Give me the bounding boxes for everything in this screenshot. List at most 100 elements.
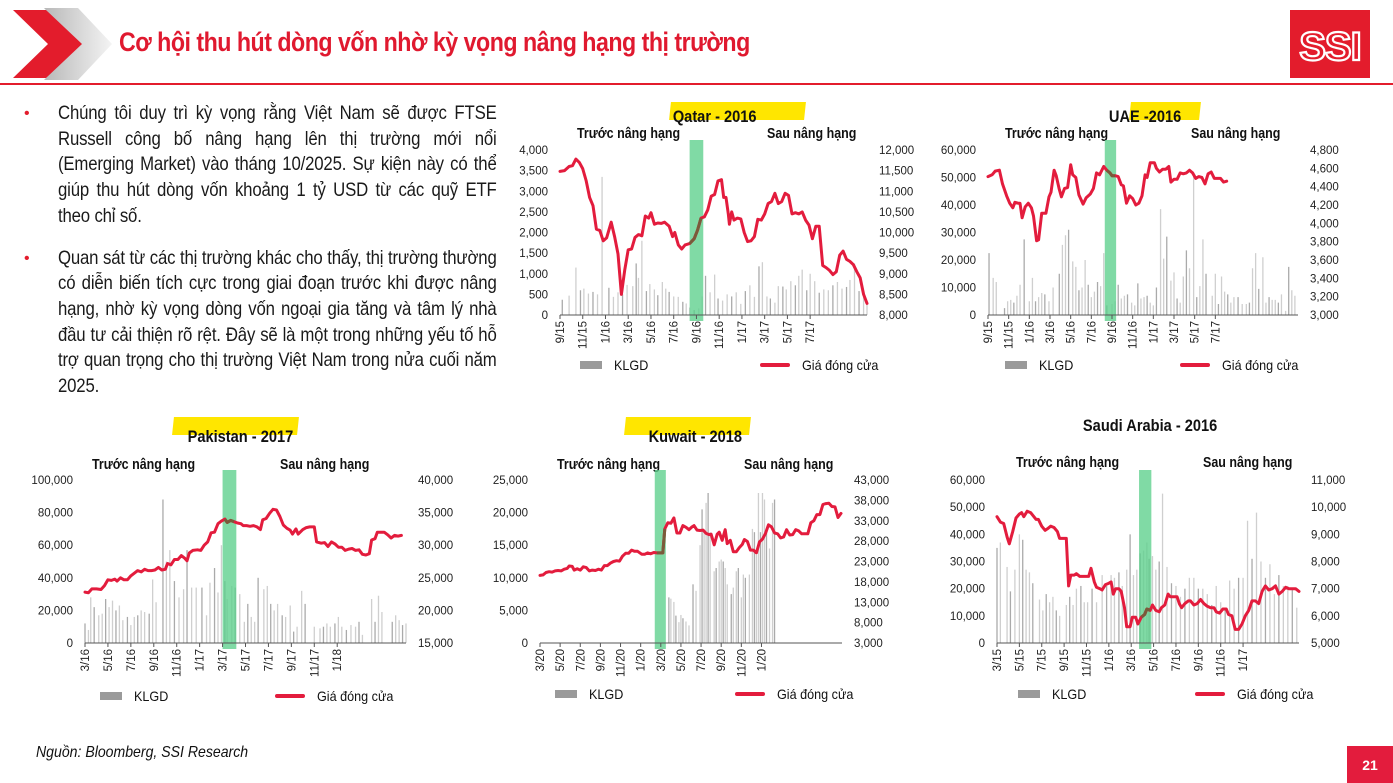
y-right-tick-label: 43,000 — [854, 475, 889, 487]
y-right-tick-label: 4,600 — [1310, 163, 1339, 175]
legend-price: Giá đóng cửa — [735, 686, 862, 702]
legend-price-label: Giá đóng cửa — [1222, 357, 1299, 373]
x-tick-label: 7/20 — [696, 649, 708, 671]
y-right-tick-label: 35,000 — [418, 508, 453, 520]
x-tick-label: 3/17 — [218, 649, 230, 671]
y-left-tick-label: 20,000 — [950, 584, 985, 596]
legend-price: Giá đóng cửa — [1180, 357, 1307, 373]
y-left-tick-label: 5,000 — [499, 605, 528, 617]
upgrade-window-band — [222, 470, 237, 649]
x-tick-label: 3/20 — [535, 649, 547, 671]
volume-swatch-icon — [1018, 690, 1040, 698]
price-line — [558, 157, 869, 305]
y-right-tick-label: 4,000 — [1310, 218, 1339, 230]
y-right-tick-label: 8,000 — [1311, 557, 1340, 569]
legend-volume-label: KLGD — [589, 686, 624, 702]
x-tick-label: 5/20 — [555, 649, 567, 671]
x-tick-label: 1/16 — [1024, 321, 1036, 343]
y-left-tick-label: 50,000 — [950, 502, 985, 514]
x-tick-label: 5/16 — [103, 649, 115, 671]
price-line-in-band — [1140, 607, 1151, 619]
y-right-tick-label: 9,500 — [879, 248, 908, 260]
x-tick-label: 5/20 — [676, 649, 688, 671]
price-line — [538, 501, 843, 577]
y-right-tick-label: 8,500 — [879, 289, 908, 301]
x-tick-label: 3/20 — [656, 649, 668, 671]
y-right-tick-label: 10,000 — [1311, 502, 1346, 514]
y-left-tick-label: 10,000 — [493, 573, 528, 585]
y-right-tick-label: 7,000 — [1311, 584, 1340, 596]
price-swatch-icon — [275, 694, 305, 698]
price-line-in-band — [656, 528, 667, 555]
x-tick-label: 11/16 — [1128, 321, 1140, 349]
legend-price-label: Giá đóng cửa — [1237, 686, 1314, 702]
y-left-tick-label: 40,000 — [941, 200, 976, 212]
y-left-tick-label: 0 — [67, 638, 73, 650]
volume-swatch-icon — [580, 361, 602, 369]
x-tick-label: 7/17 — [1210, 321, 1222, 343]
y-left-tick-label: 30,000 — [950, 557, 985, 569]
x-tick-label: 11/15 — [1004, 321, 1016, 349]
chart-title-text: Pakistan - 2017 — [187, 427, 293, 446]
price-line-in-band — [688, 217, 703, 245]
legend-price: Giá đóng cửa — [760, 357, 887, 373]
y-left-tick-label: 4,000 — [519, 145, 548, 157]
y-right-tick-label: 11,500 — [879, 166, 913, 178]
y-right-tick-label: 30,000 — [418, 540, 453, 552]
y-right-tick-label: 9,000 — [1311, 529, 1340, 541]
bullet-item: • Chúng tôi duy trì kỳ vọng rằng Việt Na… — [22, 101, 497, 230]
y-left-tick-label: 1,000 — [519, 269, 548, 281]
price-swatch-icon — [1195, 692, 1225, 696]
legend-volume-label: KLGD — [1052, 686, 1087, 702]
y-left-tick-label: 60,000 — [941, 145, 976, 157]
y-right-tick-label: 4,400 — [1310, 182, 1339, 194]
y-right-tick-label: 3,000 — [1310, 310, 1339, 322]
y-left-tick-label: 0 — [522, 638, 528, 650]
y-left-tick-label: 50,000 — [941, 173, 976, 185]
y-left-tick-label: 3,000 — [519, 186, 548, 198]
x-tick-label: 11/17 — [309, 649, 321, 677]
x-tick-label: 9/15 — [983, 321, 995, 343]
before-upgrade-label: Trước nâng hạng — [1005, 126, 1109, 142]
y-right-tick-label: 33,000 — [854, 516, 889, 528]
x-tick-label: 9/16 — [691, 321, 703, 343]
chart-plot: 3/20 5/20 7/20 9/20 11/20 1/20 3/20 5/20 7/20 9/2… — [493, 470, 889, 677]
y-left-tick-label: 25,000 — [493, 475, 528, 487]
x-tick-label: 7/16 — [1171, 649, 1183, 671]
before-upgrade-label: Trước nâng hạng — [92, 457, 196, 473]
y-right-tick-label: 11,000 — [879, 186, 913, 198]
x-tick-label: 5/16 — [1066, 321, 1078, 343]
before-upgrade-label: Trước nâng hạng — [1016, 455, 1120, 471]
x-tick-label: 3/16 — [1045, 321, 1057, 343]
price-line — [83, 507, 403, 595]
y-left-tick-label: 20,000 — [941, 255, 976, 267]
chart-title: Saudi Arabia - 2016 — [930, 416, 1360, 436]
y-right-tick-label: 18,000 — [854, 577, 889, 589]
x-tick-label: 9/16 — [1193, 649, 1205, 671]
x-tick-label: 9/20 — [595, 649, 607, 671]
legend-price-label: Giá đóng cửa — [317, 688, 394, 704]
x-tick-label: 5/17 — [241, 649, 253, 671]
y-right-tick-label: 3,800 — [1310, 237, 1339, 249]
before-upgrade-label: Trước nâng hạng — [557, 457, 661, 473]
x-tick-label: 3/16 — [1126, 649, 1138, 671]
x-tick-label: 11/16 — [172, 649, 184, 677]
y-right-tick-label: 13,000 — [854, 597, 889, 609]
chart-pakistan: Pakistan - 2017 Trước nâng hạng Sau nâng h… — [25, 415, 455, 720]
slide-header: Cơ hội thu hút dòng vốn nhờ kỳ vọng nâng… — [0, 0, 1393, 86]
y-right-tick-label: 3,200 — [1310, 292, 1339, 304]
upgrade-window-band — [1104, 140, 1117, 321]
chart-kuwait: Kuwait - 2018 Trước nâng hạng Sau nâng hạn… — [480, 415, 910, 720]
y-left-tick-label: 40,000 — [950, 529, 985, 541]
x-tick-label: 3/15 — [992, 649, 1004, 671]
x-tick-label: 9/20 — [716, 649, 728, 671]
ssi-logo: SSI — [1290, 10, 1370, 78]
y-left-tick-label: 100,000 — [31, 475, 73, 487]
x-tick-label: 7/20 — [575, 649, 587, 671]
legend-price: Giá đóng cửa — [1195, 686, 1322, 702]
header-divider — [0, 83, 1393, 85]
chart-plot: 3/16 5/16 7/16 9/16 11/16 1/17 3/17 5/17 7/17 9/1… — [31, 470, 453, 677]
y-left-tick-label: 0 — [979, 638, 985, 650]
volume-swatch-icon — [100, 692, 122, 700]
x-tick-label: 11/20 — [616, 649, 628, 677]
